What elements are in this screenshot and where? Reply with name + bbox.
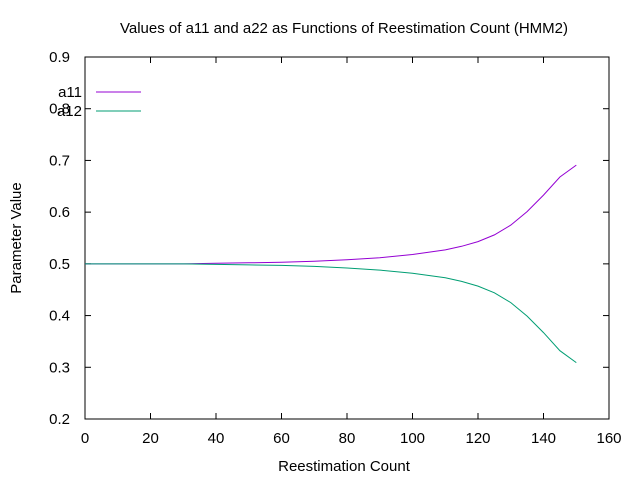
y-tick-label: 0.9 [49,49,70,66]
plot-area [84,56,610,420]
y-axis: 0.2 0.3 0.4 0.5 0.6 0.7 0.8 0.9 [49,49,609,428]
legend-label-a12: a12 [57,103,82,120]
series-lines [85,164,577,364]
y-tick-label: 0.6 [49,204,70,221]
y-tick-label: 0.7 [49,152,70,169]
x-tick-label: 140 [531,430,556,447]
y-tick-label: 0.8 [49,101,70,118]
series-line-a12 [85,263,577,364]
y-tick-label: 0.3 [49,359,70,376]
x-axis: 0 20 40 60 80 100 120 140 160 [81,57,622,447]
y-tick-label: 0.5 [49,256,70,273]
chart-title: Values of a11 and a22 as Functions of Re… [120,20,568,37]
y-axis-label: Parameter Value [8,182,25,293]
x-tick-label: 120 [465,430,490,447]
y-tick-label: 0.2 [49,411,70,428]
x-tick-label: 20 [142,430,159,447]
x-tick-label: 40 [208,430,225,447]
x-tick-label: 160 [596,430,621,447]
series-line-a11 [85,164,577,265]
x-tick-label: 0 [81,430,89,447]
x-tick-label: 80 [339,430,356,447]
x-tick-label: 100 [400,430,425,447]
x-axis-label: Reestimation Count [278,458,411,475]
y-tick-label: 0.4 [49,308,70,325]
x-tick-label: 60 [273,430,290,447]
legend-label-a11: a11 [58,84,82,101]
